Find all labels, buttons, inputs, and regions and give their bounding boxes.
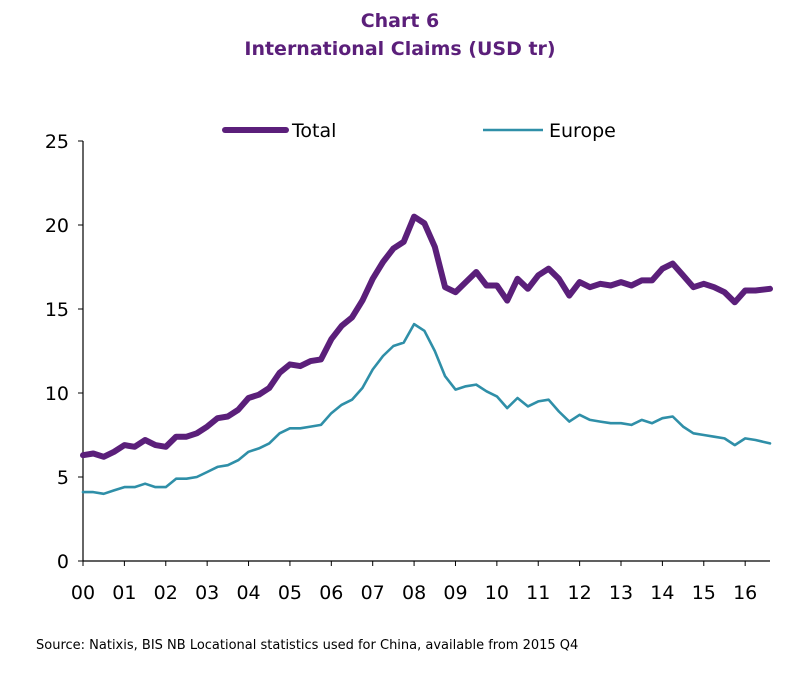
series-lines <box>80 213 773 496</box>
x-tick-label: 16 <box>733 582 757 604</box>
x-tick-label: 00 <box>71 582 95 604</box>
y-tick-label: 5 <box>57 467 69 489</box>
x-tick-label: 07 <box>361 582 385 604</box>
axes <box>82 141 770 562</box>
source-note: Source: Natixis, BIS NB Locational stati… <box>36 638 579 653</box>
x-tick-label: 15 <box>692 582 716 604</box>
x-tick-label: 13 <box>609 582 633 604</box>
chart-title: International Claims (USD tr) <box>244 38 556 60</box>
legend: Total Europe <box>222 120 616 142</box>
x-tick-label: 09 <box>443 582 467 604</box>
legend-europe-label: Europe <box>549 120 616 142</box>
y-tick-label: 10 <box>45 383 69 405</box>
x-tick-label: 06 <box>319 582 343 604</box>
x-tick-label: 01 <box>112 582 136 604</box>
series-line-total <box>80 213 773 460</box>
y-axis-ticks: 0 5 10 15 20 25 <box>45 131 83 573</box>
chart-number: Chart 6 <box>360 10 440 32</box>
x-tick-label: 14 <box>650 582 674 604</box>
x-tick-label: 04 <box>236 582 260 604</box>
y-tick-label: 20 <box>45 215 69 237</box>
x-tick-label: 10 <box>485 582 509 604</box>
y-tick-label: 25 <box>45 131 69 153</box>
x-tick-label: 05 <box>278 582 302 604</box>
x-tick-label: 12 <box>568 582 592 604</box>
y-tick-label: 0 <box>57 551 69 573</box>
legend-total-label: Total <box>291 120 336 142</box>
x-tick-label: 08 <box>402 582 426 604</box>
x-tick-label: 02 <box>154 582 178 604</box>
x-tick-label: 03 <box>195 582 219 604</box>
y-tick-label: 15 <box>45 299 69 321</box>
series-line-europe <box>81 322 772 496</box>
x-tick-label: 11 <box>526 582 550 604</box>
x-axis-ticks: 00 01 02 03 04 05 06 07 08 09 10 11 12 13 14 15 16 <box>71 561 757 604</box>
